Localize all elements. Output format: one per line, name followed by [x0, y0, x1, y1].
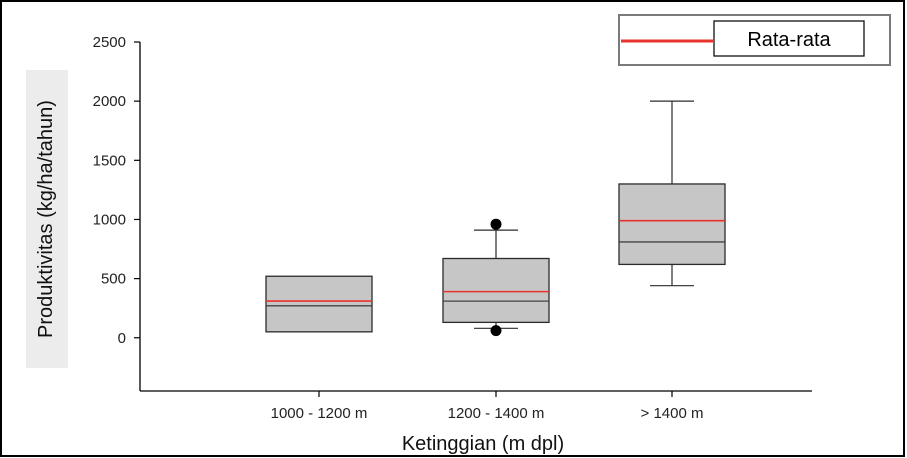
box-3 [618, 100, 726, 287]
y-tick-label: 2500 [93, 34, 126, 51]
iqr-box [618, 183, 726, 266]
box-1 [265, 275, 373, 333]
y-tick-label: 1500 [93, 152, 126, 169]
y-tick-label: 2000 [93, 93, 126, 110]
legend-label-box [713, 20, 865, 57]
x-ticks: 1000 - 1200 m 1200 - 1400 m > 1400 m [271, 391, 704, 422]
y-tick-label: 1000 [93, 211, 126, 228]
x-tick-label: > 1400 m [641, 405, 704, 422]
y-tick-label: 0 [118, 330, 126, 347]
iqr-box [442, 257, 550, 324]
boxes [265, 100, 726, 337]
legend-mean-label: Rata-rata [747, 29, 831, 51]
x-tick-label: 1000 - 1200 m [271, 405, 368, 422]
x-tick-label: 1200 - 1400 m [448, 405, 545, 422]
box-2 [442, 218, 550, 337]
y-tick-label: 500 [101, 271, 126, 288]
legend: Rata-rata [618, 14, 891, 66]
y-ticks: 0 500 1000 1500 2000 2500 [93, 34, 140, 347]
iqr-box [265, 275, 373, 333]
outlier-point [490, 218, 502, 230]
y-axis-title: Produktivitas (kg/ha/tahun) [35, 100, 57, 338]
outlier-point [490, 325, 502, 337]
plot-area: 0 500 1000 1500 2000 2500 1000 - 1200 m 1200 -… [93, 34, 812, 422]
y-title-background [26, 70, 68, 368]
x-axis-title: Ketinggian (m dpl) [402, 433, 564, 455]
